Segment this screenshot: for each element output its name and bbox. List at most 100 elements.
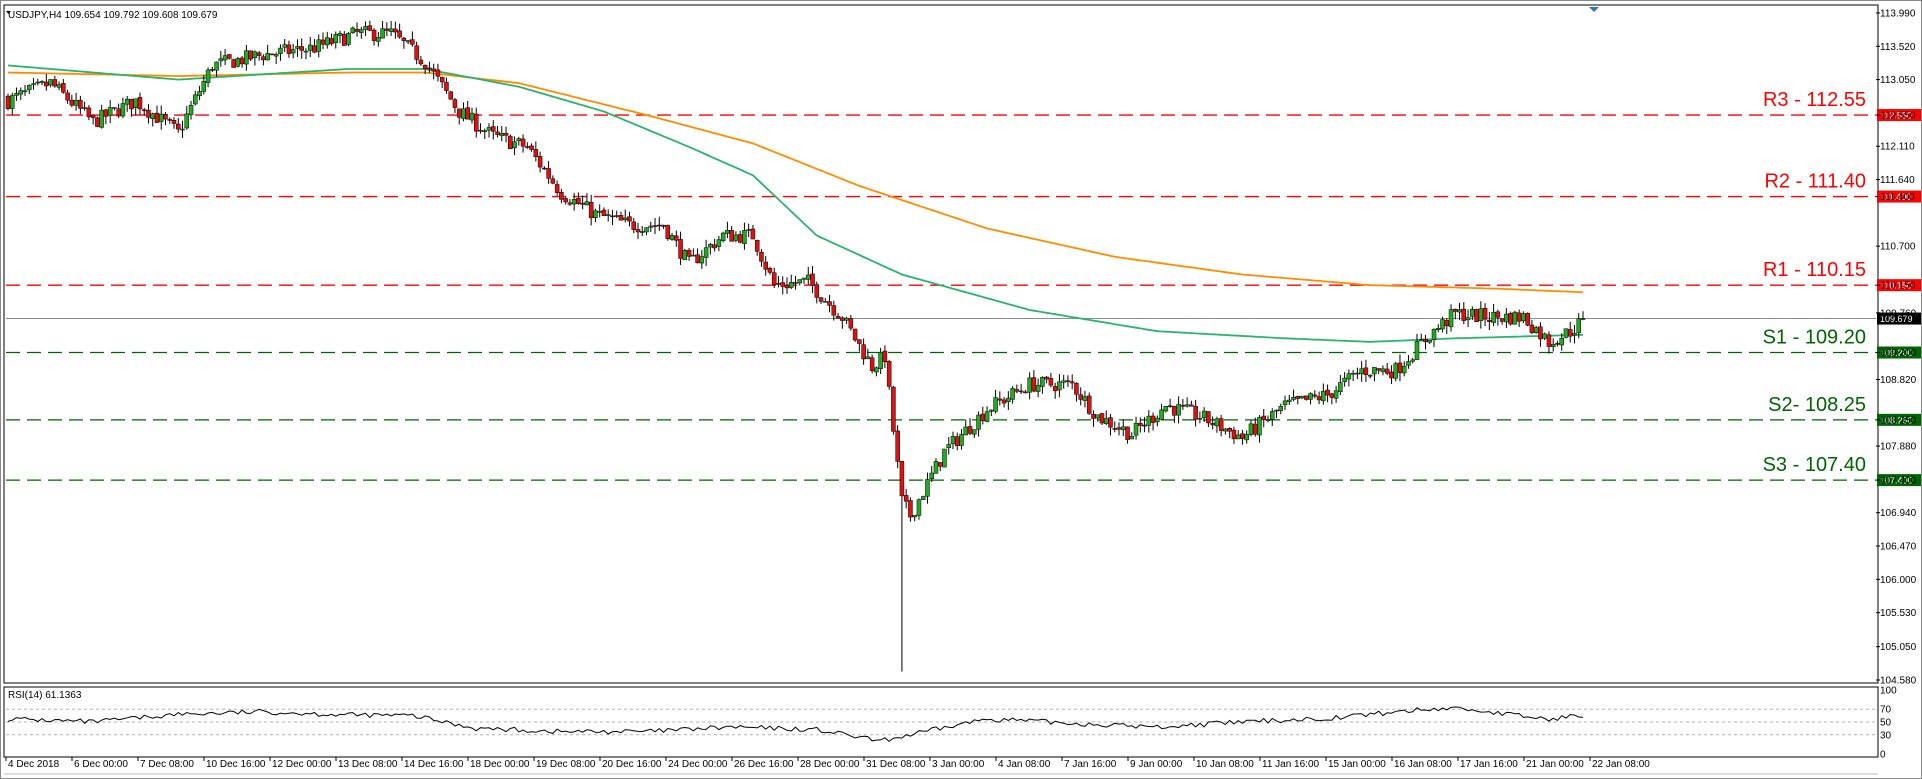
candle-body (537, 156, 543, 168)
candle-body (1086, 395, 1092, 414)
candle-body (112, 107, 117, 109)
candle-body (1325, 389, 1330, 396)
candle-body (1214, 418, 1220, 427)
candle-body (329, 38, 334, 44)
candle-body (1270, 411, 1275, 420)
current-price-tag (1877, 312, 1921, 325)
candle-body (1159, 409, 1164, 420)
candle-body (1418, 339, 1424, 342)
candle-body (214, 61, 219, 71)
candle-body (874, 367, 879, 373)
candle-body (401, 37, 407, 41)
price-tick-label: 105.050 (1880, 642, 1917, 653)
candle-body (742, 230, 747, 244)
candle-body (303, 50, 309, 53)
candle-body (861, 344, 866, 360)
level-price-tag-text: 111.400 (1880, 192, 1911, 202)
candle-body (635, 229, 641, 233)
candle-body (244, 50, 249, 65)
candle-body (325, 37, 330, 46)
candle-body (937, 462, 943, 467)
candle-body (1512, 311, 1518, 325)
level-price-tag-text: 108.250 (1880, 415, 1913, 425)
candle-body (823, 301, 828, 303)
candle-body (124, 98, 130, 105)
level-price-tag-text: 110.150 (1880, 281, 1912, 291)
candle-body (478, 129, 483, 132)
price-pane-border (3, 4, 1879, 684)
candle-body (716, 239, 722, 247)
level-label: R3 - 112.55 (1763, 89, 1866, 111)
candle-body (376, 37, 381, 42)
candle-body (554, 184, 560, 193)
candle-body (584, 201, 590, 206)
candle-body (695, 254, 700, 264)
candle-body (1444, 320, 1450, 327)
time-tick-label: 4 Jan 08:00 (998, 759, 1051, 770)
candle-body (120, 103, 126, 117)
candle-body (1563, 328, 1569, 338)
candle-body (1274, 409, 1279, 412)
level-price-tag (1877, 190, 1921, 203)
candle-body (878, 352, 883, 370)
candle-body (188, 104, 194, 116)
candle-body (210, 69, 215, 71)
price-tick-label: 109.760 (1880, 308, 1917, 319)
candle-body (1282, 400, 1288, 406)
candle-body (1410, 359, 1415, 362)
price-tick-label: 113.990 (1880, 8, 1916, 19)
level-price-tag-text: 112.550 (1880, 111, 1912, 121)
candle-body (1525, 312, 1530, 326)
candle-body (908, 500, 913, 518)
candle-body (1163, 406, 1169, 412)
price-tick-label: 106.470 (1880, 542, 1917, 553)
candle-body (35, 81, 41, 84)
candle-body (235, 58, 241, 67)
time-tick-label: 22 Jan 08:00 (1592, 759, 1650, 770)
candle-body (818, 297, 824, 302)
time-tick-label: 26 Dec 16:00 (734, 759, 794, 770)
candle-body (686, 250, 692, 257)
candle-body (657, 224, 662, 227)
time-tick-label: 28 Dec 00:00 (800, 759, 860, 770)
candle-body (1550, 344, 1556, 348)
candle-body (312, 45, 317, 53)
candle-body (1057, 381, 1062, 391)
level-price-tag (1877, 109, 1921, 122)
candle-body (844, 317, 849, 321)
candle-body (1018, 390, 1024, 393)
time-tick-label: 16 Jan 08:00 (1394, 759, 1452, 770)
time-tick-label: 18 Dec 00:00 (470, 759, 530, 770)
candle-body (269, 53, 275, 56)
candle-body (354, 29, 360, 32)
candle-body (720, 232, 726, 242)
candle-body (1380, 368, 1386, 372)
candle-body (1350, 372, 1356, 375)
candle-body (503, 133, 509, 136)
candle-body (644, 227, 649, 233)
candle-body (814, 284, 820, 298)
rsi-tick-label: 100 (1880, 686, 1897, 697)
candle-body (239, 57, 245, 65)
candle-body (499, 133, 505, 136)
candle-body (661, 224, 666, 227)
candle-body (857, 339, 862, 344)
candle-body (520, 138, 526, 147)
candle-body (1116, 427, 1122, 430)
level-label: R1 - 110.15 (1763, 259, 1866, 281)
candle-body (1231, 429, 1237, 440)
price-tick-label: 112.110 (1880, 142, 1915, 153)
candle-body (1448, 309, 1454, 328)
candle-body (86, 107, 92, 118)
candle-body (278, 47, 283, 54)
time-tick-label: 21 Jan 00:00 (1526, 759, 1584, 770)
candle-body (1372, 366, 1377, 375)
candle-body (1346, 373, 1352, 380)
candle-body (380, 28, 385, 39)
price-tick-label: 109.200 (1880, 348, 1917, 359)
candle-body (1023, 391, 1028, 394)
candle-body (410, 39, 415, 45)
candle-body (1129, 436, 1135, 440)
